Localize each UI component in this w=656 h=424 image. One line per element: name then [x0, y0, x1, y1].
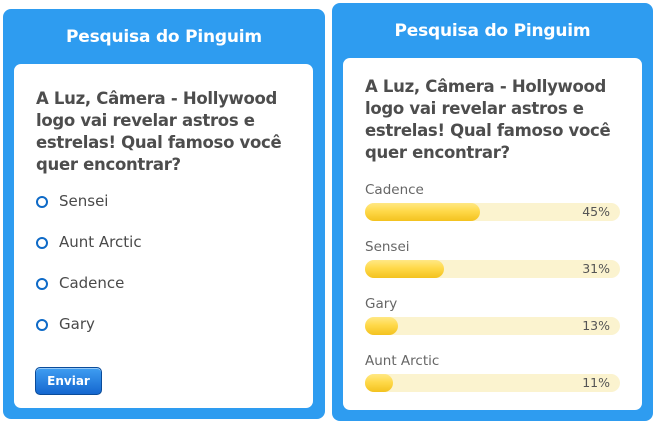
result-bar-track: 11% — [365, 374, 620, 392]
results-card: A Luz, Câmera - Hollywood logo vai revel… — [343, 58, 642, 410]
submit-vote-button[interactable]: Enviar — [35, 367, 102, 395]
result-bar-fill — [365, 374, 394, 392]
poll-option-cadence[interactable]: Cadence — [36, 273, 142, 314]
result-row-sensei: Sensei 31% — [365, 239, 620, 278]
poll-option-label: Gary — [59, 315, 95, 333]
poll-option-label: Aunt Arctic — [59, 233, 142, 251]
result-bar-track: 45% — [365, 203, 620, 221]
result-percent: 45% — [582, 204, 610, 219]
results-panel: Pesquisa do Pinguim A Luz, Câmera - Holl… — [332, 3, 653, 421]
poll-option-sensei[interactable]: Sensei — [36, 191, 142, 232]
poll-options-list: Sensei Aunt Arctic Cadence Gary — [36, 191, 142, 355]
poll-title: Pesquisa do Pinguim — [66, 27, 262, 47]
result-bar-track: 31% — [365, 260, 620, 278]
result-row-cadence: Cadence 45% — [365, 182, 620, 221]
result-label: Sensei — [365, 239, 410, 255]
result-row-gary: Gary 13% — [365, 296, 620, 335]
result-bar-track: 13% — [365, 317, 620, 335]
result-label: Cadence — [365, 182, 424, 198]
poll-option-gary[interactable]: Gary — [36, 314, 142, 355]
result-percent: 13% — [582, 318, 610, 333]
poll-option-label: Cadence — [59, 274, 125, 292]
result-label: Aunt Arctic — [365, 353, 440, 369]
results-title: Pesquisa do Pinguim — [394, 21, 591, 41]
result-bar-fill — [365, 260, 445, 278]
result-bar-fill — [365, 317, 399, 335]
results-question: A Luz, Câmera - Hollywood logo vai revel… — [365, 77, 611, 162]
result-label: Gary — [365, 296, 398, 312]
result-bar-fill — [365, 203, 480, 221]
poll-option-aunt-arctic[interactable]: Aunt Arctic — [36, 232, 142, 273]
result-percent: 31% — [582, 261, 610, 276]
radio-button-icon[interactable] — [36, 196, 48, 208]
result-row-aunt-arctic: Aunt Arctic 11% — [365, 353, 620, 392]
radio-button-icon[interactable] — [36, 278, 48, 290]
radio-button-icon[interactable] — [36, 237, 48, 249]
poll-card: A Luz, Câmera - Hollywood logo vai revel… — [14, 64, 313, 408]
poll-panel: Pesquisa do Pinguim A Luz, Câmera - Holl… — [3, 9, 325, 419]
radio-button-icon[interactable] — [36, 319, 48, 331]
result-percent: 11% — [582, 375, 610, 390]
poll-option-label: Sensei — [59, 192, 109, 210]
poll-question: A Luz, Câmera - Hollywood logo vai revel… — [36, 89, 282, 174]
